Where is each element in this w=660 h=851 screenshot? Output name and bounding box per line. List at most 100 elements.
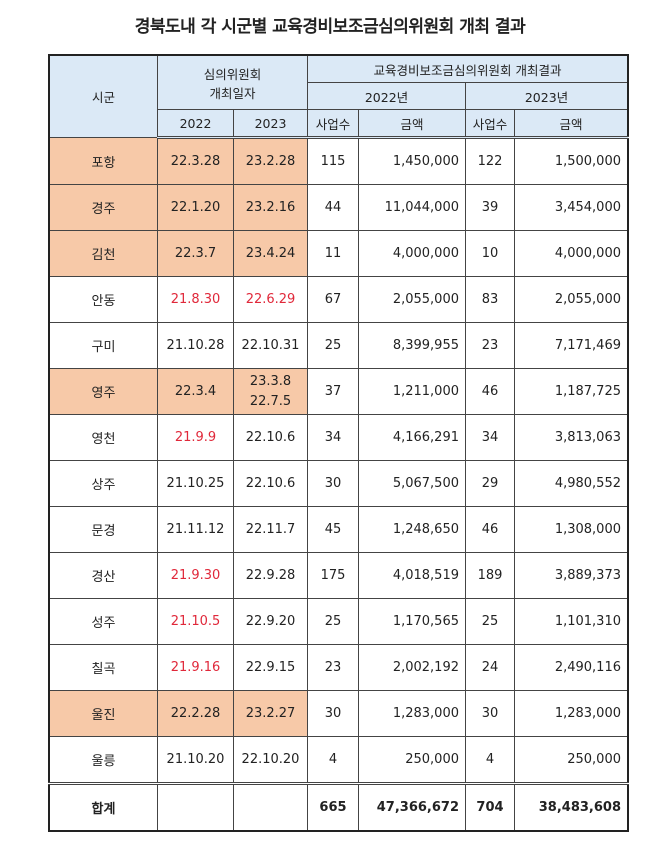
count-2023-cell-text: 4 [485,752,495,767]
table-row: 김천 22.3.7 23.4.24 11 4,000,000 10 4,000,000 [48,230,629,277]
date-2022-cell: 21.10.20 [157,736,234,784]
amount-2022-cell: 1,450,000 [358,137,466,185]
amount-2022-cell: 1,211,000 [358,368,466,415]
count-2023-cell: 39 [465,184,515,231]
region-cell-text: 구미 [91,340,116,355]
amount-2023-cell: 3,454,000 [514,184,629,231]
amount-2023-cell: 3,813,063 [514,414,629,461]
amount-2022-cell: 4,018,519 [358,552,466,599]
amount-2022-cell-text: 8,399,955 [392,338,459,353]
amount-2023-cell: 4,000,000 [514,230,629,277]
table-row: 영주 22.3.4 23.3.8 22.7.5 37 1,211,000 46 1,187,7… [48,368,629,415]
total-empty [233,782,308,832]
amount-2023-cell: 2,055,000 [514,276,629,323]
count-2022-cell: 30 [307,690,359,737]
date-2022-cell-text: 21.9.16 [170,660,221,675]
header-count-2023: 사업수 [465,109,515,139]
table-row: 울릉 21.10.20 22.10.20 4 250,000 4 250,000 [48,736,629,784]
amount-2023-cell: 1,283,000 [514,690,629,737]
table-row: 포항 22.3.28 23.2.28 115 1,450,000 122 1,500,000 [48,137,629,185]
amount-2022-cell: 2,002,192 [358,644,466,691]
date-2022-cell: 22.2.28 [157,690,234,737]
date-2023-second-text: 22.7.5 [249,393,292,409]
amount-2022-cell: 1,283,000 [358,690,466,737]
amount-2022-cell-text: 11,044,000 [384,200,459,215]
amount-2022-cell: 11,044,000 [358,184,466,231]
count-2022-cell-text: 30 [324,476,342,491]
count-2022-cell: 67 [307,276,359,323]
count-2022-cell-text: 11 [324,246,342,261]
table-row: 경주 22.1.20 23.2.16 44 11,044,000 39 3,454,000 [48,184,629,231]
date-2023-cell: 23.4.24 [233,230,308,277]
date-2022-cell-text: 21.9.9 [174,430,217,445]
header-meeting-date-line1: 심의위원회 [203,66,262,82]
date-2023-cell-text: 22.9.15 [245,660,296,675]
count-2023-cell-text: 24 [481,660,499,675]
header-date-2023: 2023 [233,109,308,139]
date-2022-cell: 21.10.5 [157,598,234,645]
count-2022-cell-text: 34 [324,430,342,445]
table-row: 구미 21.10.28 22.10.31 25 8,399,955 23 7,171,469 [48,322,629,369]
date-2022-cell-text: 21.9.30 [170,568,221,583]
region-cell-text: 영천 [91,432,116,447]
table-row: 울진 22.2.28 23.2.27 30 1,283,000 30 1,283,000 [48,690,629,737]
header-year-2023: 2023년 [465,82,629,110]
date-2022-cell: 21.11.12 [157,506,234,553]
amount-2022-cell-text: 1,211,000 [392,384,459,399]
amount-2023-cell: 1,187,725 [514,368,629,415]
region-cell-text: 울릉 [91,754,116,769]
date-2023-cell: 23.3.8 22.7.5 [233,368,308,415]
count-2022-cell-text: 37 [324,384,342,399]
count-2023-cell-text: 83 [481,292,499,307]
total-row: 합계 665 47,366,672 704 38,483,608 [48,782,629,832]
amount-2023-cell-text: 1,187,725 [554,384,621,399]
count-2023-cell: 23 [465,322,515,369]
table-row: 영천 21.9.9 22.10.6 34 4,166,291 34 3,813,063 [48,414,629,461]
region-cell: 울릉 [48,736,158,784]
region-cell-text: 칠곡 [91,662,116,677]
date-2022-cell: 21.9.9 [157,414,234,461]
header-meeting-date: 심의위원회 개최일자 [157,54,308,110]
count-2022-cell: 44 [307,184,359,231]
count-2023-cell-text: 46 [481,384,499,399]
amount-2022-cell-text: 2,055,000 [392,292,459,307]
date-2023-cell-text: 23.3.8 [249,373,292,389]
amount-2022-cell-text: 250,000 [405,752,459,767]
count-2022-cell-text: 30 [324,706,342,721]
amount-2023-cell: 250,000 [514,736,629,784]
amount-2023-cell: 1,500,000 [514,137,629,185]
region-cell: 포항 [48,137,158,185]
amount-2023-cell-text: 4,980,552 [554,476,621,491]
table-row: 문경 21.11.12 22.11.7 45 1,248,650 46 1,308,000 [48,506,629,553]
date-2023-cell: 22.9.28 [233,552,308,599]
amount-2022-cell-text: 1,248,650 [392,522,459,537]
amount-2022-cell: 2,055,000 [358,276,466,323]
region-cell: 칠곡 [48,644,158,691]
region-cell-text: 포항 [91,155,116,171]
count-2022-cell-text: 45 [324,522,342,537]
count-2023-cell: 83 [465,276,515,323]
amount-2022-cell-text: 2,002,192 [392,660,459,675]
region-cell-text: 상주 [91,478,116,493]
count-2023-cell: 24 [465,644,515,691]
date-2023-cell-text: 23.2.27 [245,706,296,721]
count-2023-cell-text: 25 [481,614,499,629]
amount-2023-cell-text: 3,889,373 [554,568,621,583]
date-2022-cell: 22.3.4 [157,368,234,415]
amount-2023-cell-text: 250,000 [567,752,621,767]
region-cell-text: 성주 [91,616,116,631]
count-2023-cell: 46 [465,506,515,553]
amount-2022-cell-text: 1,450,000 [392,154,459,169]
date-2023-cell-text: 22.10.31 [241,338,300,353]
header-date-2022: 2022 [157,109,234,139]
date-2023-cell: 23.2.28 [233,137,308,185]
region-cell: 경주 [48,184,158,231]
region-cell: 영천 [48,414,158,461]
region-cell-text: 안동 [91,294,116,309]
count-2023-cell: 122 [465,137,515,185]
total-empty [157,782,234,832]
amount-2023-cell: 1,308,000 [514,506,629,553]
count-2022-cell: 4 [307,736,359,784]
amount-2023-cell: 7,171,469 [514,322,629,369]
count-2022-cell-text: 25 [324,338,342,353]
